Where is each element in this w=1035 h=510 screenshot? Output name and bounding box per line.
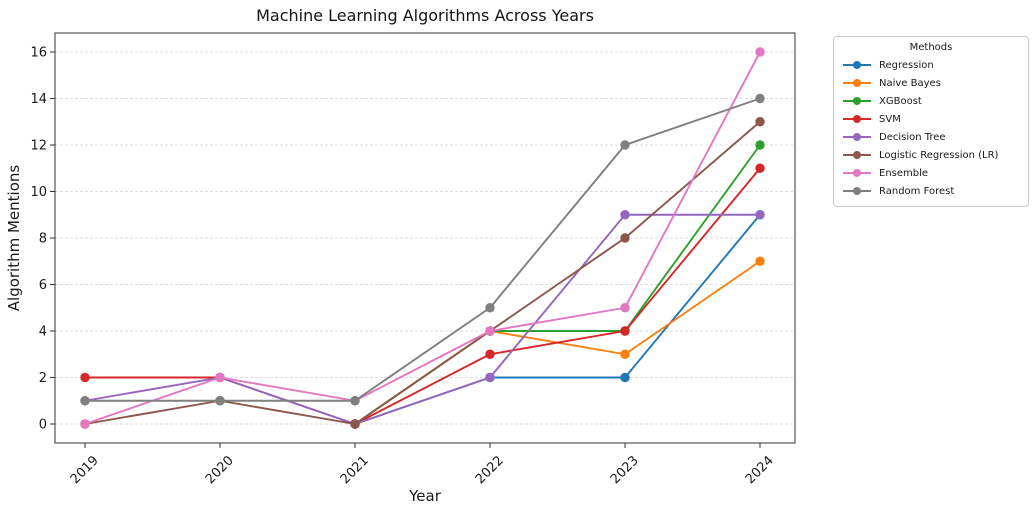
data-point xyxy=(755,117,765,127)
data-point xyxy=(350,396,360,406)
legend-title: Methods xyxy=(909,42,953,53)
legend-line-marker-icon xyxy=(843,79,871,87)
data-point xyxy=(620,303,630,313)
series-line xyxy=(84,51,761,425)
data-point xyxy=(620,349,630,359)
axes-frame xyxy=(54,32,796,444)
legend-item: SVM xyxy=(842,110,1020,128)
data-point xyxy=(755,163,765,173)
legend-items: Regression Naive Bayes XGBoost SVM Decision … xyxy=(842,56,1020,200)
series-line xyxy=(85,97,761,402)
series-line xyxy=(85,167,761,425)
legend-item-label: Random Forest xyxy=(879,185,955,197)
legend-item-label: Ensemble xyxy=(879,167,929,179)
y-tick-label: 16 xyxy=(30,46,47,61)
legend: Methods Regression Naive Bayes XGBoost SVM D… xyxy=(833,36,1029,207)
data-point xyxy=(485,372,495,383)
legend-line-marker-icon xyxy=(843,151,871,159)
legend-line-marker-icon xyxy=(843,169,871,177)
data-point xyxy=(485,349,495,359)
legend-line-marker-icon xyxy=(843,133,871,141)
data-point xyxy=(215,396,225,406)
legend-line-marker-icon xyxy=(843,187,871,195)
data-point xyxy=(620,140,630,150)
data-point xyxy=(80,419,90,429)
data-point xyxy=(350,419,360,429)
data-point xyxy=(215,372,225,383)
legend-line-marker-icon xyxy=(843,61,871,69)
y-tick-label: 2 xyxy=(39,371,47,386)
legend-line-marker-icon xyxy=(843,115,871,123)
legend-item-label: XGBoost xyxy=(879,95,922,107)
data-point xyxy=(80,372,90,383)
y-tick-label: 0 xyxy=(39,418,47,433)
data-point xyxy=(620,210,630,220)
data-point xyxy=(620,326,630,336)
y-tick-label: 12 xyxy=(30,139,47,154)
legend-item-label: Decision Tree xyxy=(879,131,946,143)
x-tick-label: 2019 xyxy=(68,453,102,487)
legend-item: Ensemble xyxy=(842,164,1020,182)
legend-item-label: Naive Bayes xyxy=(879,77,941,89)
legend-item: Logistic Regression (LR) xyxy=(842,146,1020,164)
x-tick-label: 2023 xyxy=(608,453,642,487)
data-point xyxy=(755,210,765,220)
legend-item: Decision Tree xyxy=(842,128,1020,146)
data-point xyxy=(485,303,495,313)
x-tick-label: 2022 xyxy=(473,453,507,487)
y-axis-label: Algorithm Mentions xyxy=(5,164,23,312)
chart-title: Machine Learning Algorithms Across Years xyxy=(256,6,594,25)
y-tick-label: 4 xyxy=(39,325,47,340)
data-point xyxy=(620,372,630,383)
data-point xyxy=(755,256,765,266)
data-point xyxy=(755,140,765,150)
y-tick-label: 6 xyxy=(39,278,47,293)
legend-item: Naive Bayes xyxy=(842,74,1020,92)
x-tick-label: 2021 xyxy=(338,453,372,487)
data-point xyxy=(755,47,765,57)
legend-item: Regression xyxy=(842,56,1020,74)
x-axis-label: Year xyxy=(409,487,441,505)
data-point xyxy=(485,326,495,336)
data-point xyxy=(620,233,630,243)
y-tick-label: 14 xyxy=(30,92,47,107)
data-point xyxy=(80,396,90,406)
legend-item-label: Regression xyxy=(879,59,934,71)
series-line xyxy=(84,121,761,425)
legend-line-marker-icon xyxy=(843,97,871,105)
legend-item-label: Logistic Regression (LR) xyxy=(879,149,999,161)
y-tick-label: 8 xyxy=(39,232,47,247)
x-tick-label: 2024 xyxy=(743,453,777,487)
series-line xyxy=(84,213,760,425)
legend-item-label: SVM xyxy=(879,113,901,125)
y-tick-label: 10 xyxy=(30,185,47,200)
x-tick-label: 2020 xyxy=(203,453,237,487)
legend-item: XGBoost xyxy=(842,92,1020,110)
legend-item: Random Forest xyxy=(842,182,1020,200)
data-point xyxy=(755,93,765,104)
